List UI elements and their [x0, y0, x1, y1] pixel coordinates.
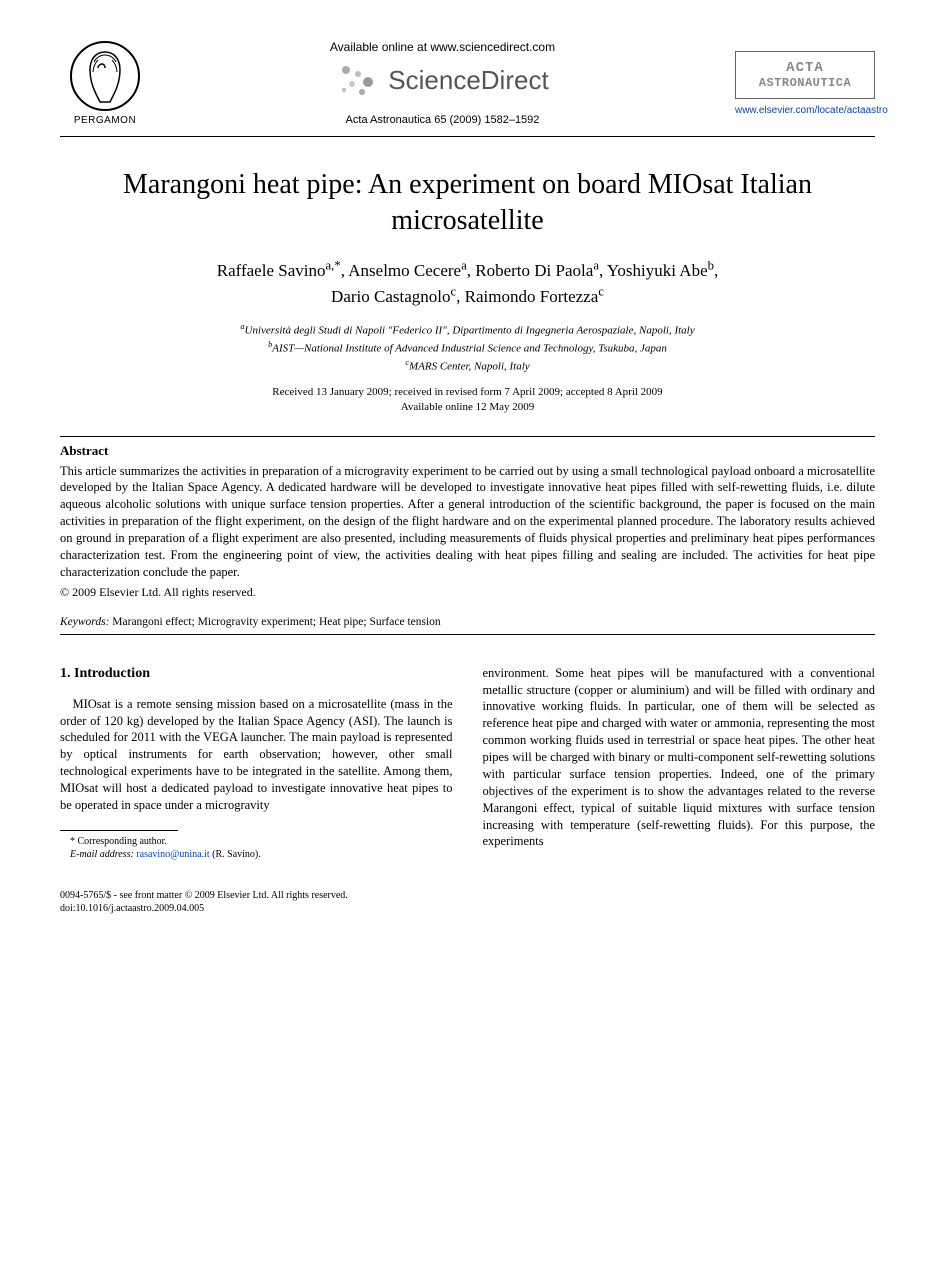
article-title: Marangoni heat pipe: An experiment on bo… [60, 167, 875, 240]
intro-paragraph-col1: MIOsat is a remote sensing mission based… [60, 696, 453, 814]
sciencedirect-text: ScienceDirect [388, 65, 548, 96]
email-label: E-mail address: [70, 849, 136, 860]
keywords-text: Marangoni effect; Microgravity experimen… [109, 616, 440, 628]
journal-homepage-link[interactable]: www.elsevier.com/locate/actaastro [735, 105, 875, 116]
affiliations: aUniversità degli Studi di Napoli "Feder… [60, 321, 875, 375]
abstract-heading: Abstract [60, 443, 875, 459]
email-footnote: E-mail address: rasavino@unina.it (R. Sa… [60, 848, 453, 861]
corresponding-author-footnote: * Corresponding author. [60, 835, 453, 848]
email-suffix: (R. Savino). [210, 849, 261, 860]
journal-cover-block: ACTA ASTRONAUTICA www.elsevier.com/locat… [735, 51, 875, 116]
keywords-label: Keywords: [60, 616, 109, 628]
journal-name-line1: ACTA [740, 60, 870, 76]
journal-cover-box: ACTA ASTRONAUTICA [735, 51, 875, 99]
available-online-text: Available online at www.sciencedirect.co… [330, 40, 555, 54]
authors-line-2: Dario Castagnoloc, Raimondo Fortezzac [331, 287, 604, 306]
sciencedirect-block: Available online at www.sciencedirect.co… [330, 40, 555, 126]
body-columns: 1. Introduction MIOsat is a remote sensi… [60, 665, 875, 861]
front-matter-line: 0094-5765/$ - see front matter © 2009 El… [60, 889, 875, 902]
article-dates: Received 13 January 2009; received in re… [60, 385, 875, 416]
footnote-separator [60, 830, 178, 831]
column-left: 1. Introduction MIOsat is a remote sensi… [60, 665, 453, 861]
keywords-line: Keywords: Marangoni effect; Microgravity… [60, 616, 875, 628]
page-footer: 0094-5765/$ - see front matter © 2009 El… [60, 889, 875, 915]
publisher-header: PERGAMON Available online at www.science… [60, 40, 875, 126]
column-right: environment. Some heat pipes will be man… [483, 665, 876, 861]
pergamon-label: PERGAMON [74, 115, 136, 126]
online-date: Available online 12 May 2009 [60, 400, 875, 415]
affiliation-b: bAIST—National Institute of Advanced Ind… [60, 339, 875, 357]
section-1-heading: 1. Introduction [60, 665, 453, 684]
head-profile-icon [80, 48, 130, 104]
affiliation-c: cMARS Center, Napoli, Italy [60, 357, 875, 375]
affiliation-a: aUniversità degli Studi di Napoli "Feder… [60, 321, 875, 339]
received-dates: Received 13 January 2009; received in re… [60, 385, 875, 400]
abstract-body: This article summarizes the activities i… [60, 463, 875, 581]
sciencedirect-swirl-icon [336, 60, 380, 100]
sciencedirect-logo: ScienceDirect [330, 60, 555, 100]
abstract-text: This article summarizes the activities i… [60, 464, 875, 579]
journal-citation: Acta Astronautica 65 (2009) 1582–1592 [330, 114, 555, 126]
header-rule [60, 136, 875, 137]
email-link[interactable]: rasavino@unina.it [136, 849, 209, 860]
abstract-copyright: © 2009 Elsevier Ltd. All rights reserved… [60, 585, 875, 600]
abstract-top-rule [60, 436, 875, 437]
authors-block: Raffaele Savinoa,*, Anselmo Cecerea, Rob… [60, 258, 875, 309]
doi-line: doi:10.1016/j.actaastro.2009.04.005 [60, 902, 875, 915]
pergamon-medallion-icon [70, 41, 140, 111]
journal-name-line2: ASTRONAUTICA [740, 76, 870, 90]
intro-paragraph-col2: environment. Some heat pipes will be man… [483, 665, 876, 851]
abstract-bottom-rule [60, 634, 875, 635]
pergamon-logo: PERGAMON [60, 41, 150, 126]
authors-line-1: Raffaele Savinoa,*, Anselmo Cecerea, Rob… [217, 261, 719, 280]
